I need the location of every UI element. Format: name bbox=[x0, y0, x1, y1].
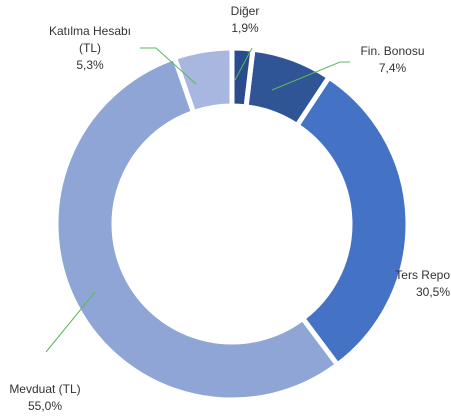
category-label: Ters Repo bbox=[395, 268, 450, 282]
category-label: Mevduat (TL) bbox=[9, 382, 81, 396]
donut-slice bbox=[243, 46, 333, 130]
donut-slice bbox=[293, 73, 411, 369]
donut-slice bbox=[53, 54, 342, 403]
value-label: 55,0% bbox=[27, 399, 63, 413]
data-label: Mevduat (TL) 55,0% bbox=[0, 381, 90, 415]
value-label: 7,4% bbox=[378, 61, 407, 75]
data-label: Fin. Bonosu 7,4% bbox=[345, 43, 440, 77]
data-label: Diğer 1,9% bbox=[205, 3, 285, 37]
value-label: 1,9% bbox=[231, 21, 259, 35]
data-label: Ters Repo 30,5% bbox=[380, 267, 450, 301]
value-label: 30,5% bbox=[415, 285, 450, 299]
category-label: Katılma Hesabı (TL) bbox=[48, 24, 132, 55]
category-label: Fin. Bonosu bbox=[360, 44, 425, 58]
leader-lines bbox=[45, 47, 350, 353]
leader-line bbox=[45, 291, 96, 353]
value-label: 5,3% bbox=[76, 58, 104, 72]
category-label: Diğer bbox=[230, 4, 260, 18]
donut-slice bbox=[229, 45, 256, 110]
leader-line bbox=[271, 61, 350, 91]
leader-line bbox=[234, 47, 253, 81]
data-label: Katılma Hesabı (TL) 5,3% bbox=[45, 23, 135, 74]
leader-line bbox=[140, 47, 197, 85]
